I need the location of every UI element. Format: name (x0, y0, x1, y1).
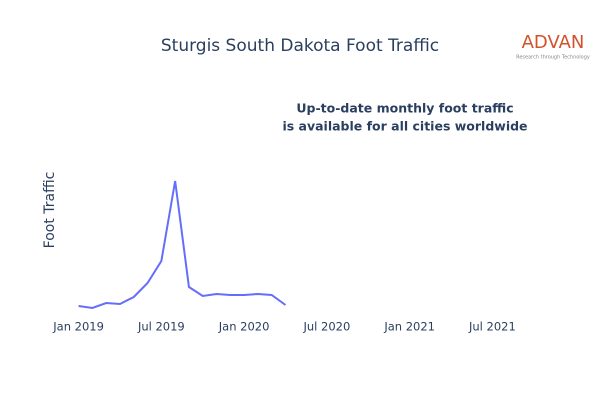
y-axis-label: Foot Traffic (42, 172, 58, 249)
chart-title: Sturgis South Dakota Foot Traffic (161, 36, 439, 56)
x-tick-label: Jan 2021 (383, 320, 435, 334)
line-series (78, 180, 287, 310)
logo: ADVAN (522, 32, 585, 53)
x-tick-label: Jul 2020 (302, 320, 350, 334)
x-tick-label: Jul 2019 (137, 320, 185, 334)
x-tick-label: Jan 2020 (218, 320, 270, 334)
annotation: Up-to-date monthly foot traffic (296, 101, 513, 116)
x-tick-label: Jan 2019 (52, 320, 104, 334)
annotation: is available for all cities worldwide (282, 119, 527, 134)
x-tick-label: Jul 2021 (468, 320, 516, 334)
logo-tagline: Research through Technology (516, 55, 590, 61)
